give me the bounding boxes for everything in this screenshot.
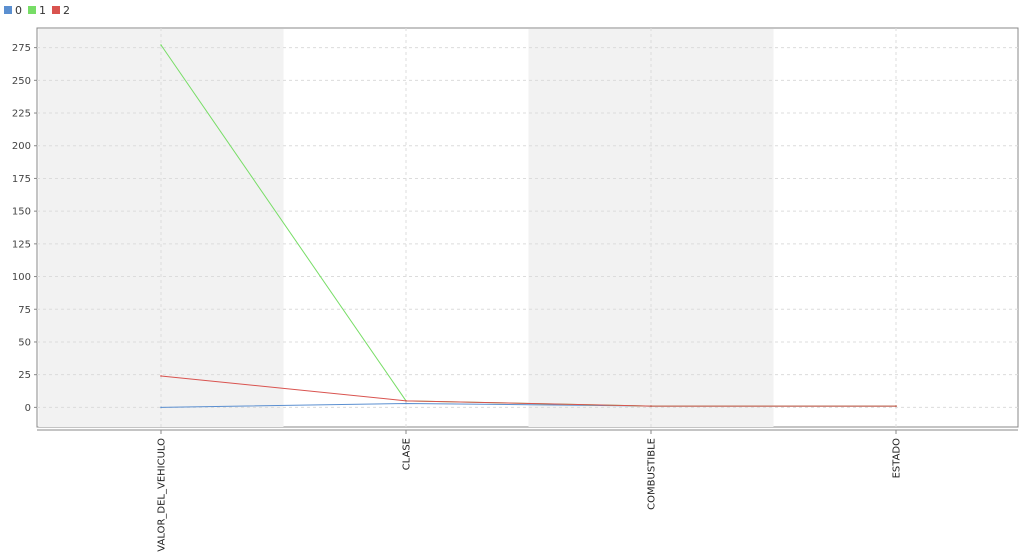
legend-label: 0 [15, 3, 22, 17]
legend-swatch [28, 6, 36, 14]
data-point [160, 375, 162, 377]
legend-swatch [52, 6, 60, 14]
x-category-label: VALOR_DEL_VEHICULO [157, 438, 168, 552]
data-point [160, 406, 162, 409]
y-tick-label: 50 [18, 337, 31, 348]
y-tick-label: 100 [12, 272, 31, 283]
y-tick-label: 225 [12, 109, 31, 120]
x-category-label: CLASE [402, 438, 413, 470]
data-point [405, 402, 407, 405]
x-category-label: ESTADO [892, 438, 903, 479]
series-line-2 [160, 375, 896, 407]
y-tick-label: 125 [12, 239, 31, 250]
chart-legend: 0 1 2 [4, 3, 76, 17]
data-point [405, 400, 407, 402]
y-tick-label: 75 [18, 305, 31, 316]
legend-item: 1 [28, 4, 46, 17]
data-point [650, 405, 652, 407]
legend-item: 0 [4, 4, 22, 17]
y-tick-label: 25 [18, 370, 31, 381]
legend-item: 2 [52, 4, 70, 17]
x-category-label: COMBUSTIBLE [647, 438, 658, 510]
legend-label: 1 [39, 3, 46, 17]
y-tick-label: 275 [12, 43, 31, 54]
data-point [160, 44, 162, 46]
legend-swatch [4, 6, 12, 14]
y-tick-label: 200 [12, 141, 31, 152]
y-tick-label: 175 [12, 174, 31, 185]
y-tick-label: 0 [25, 403, 31, 414]
legend-label: 2 [63, 3, 70, 17]
y-tick-label: 250 [12, 76, 31, 87]
y-tick-label: 150 [12, 207, 31, 218]
data-point [895, 405, 897, 407]
